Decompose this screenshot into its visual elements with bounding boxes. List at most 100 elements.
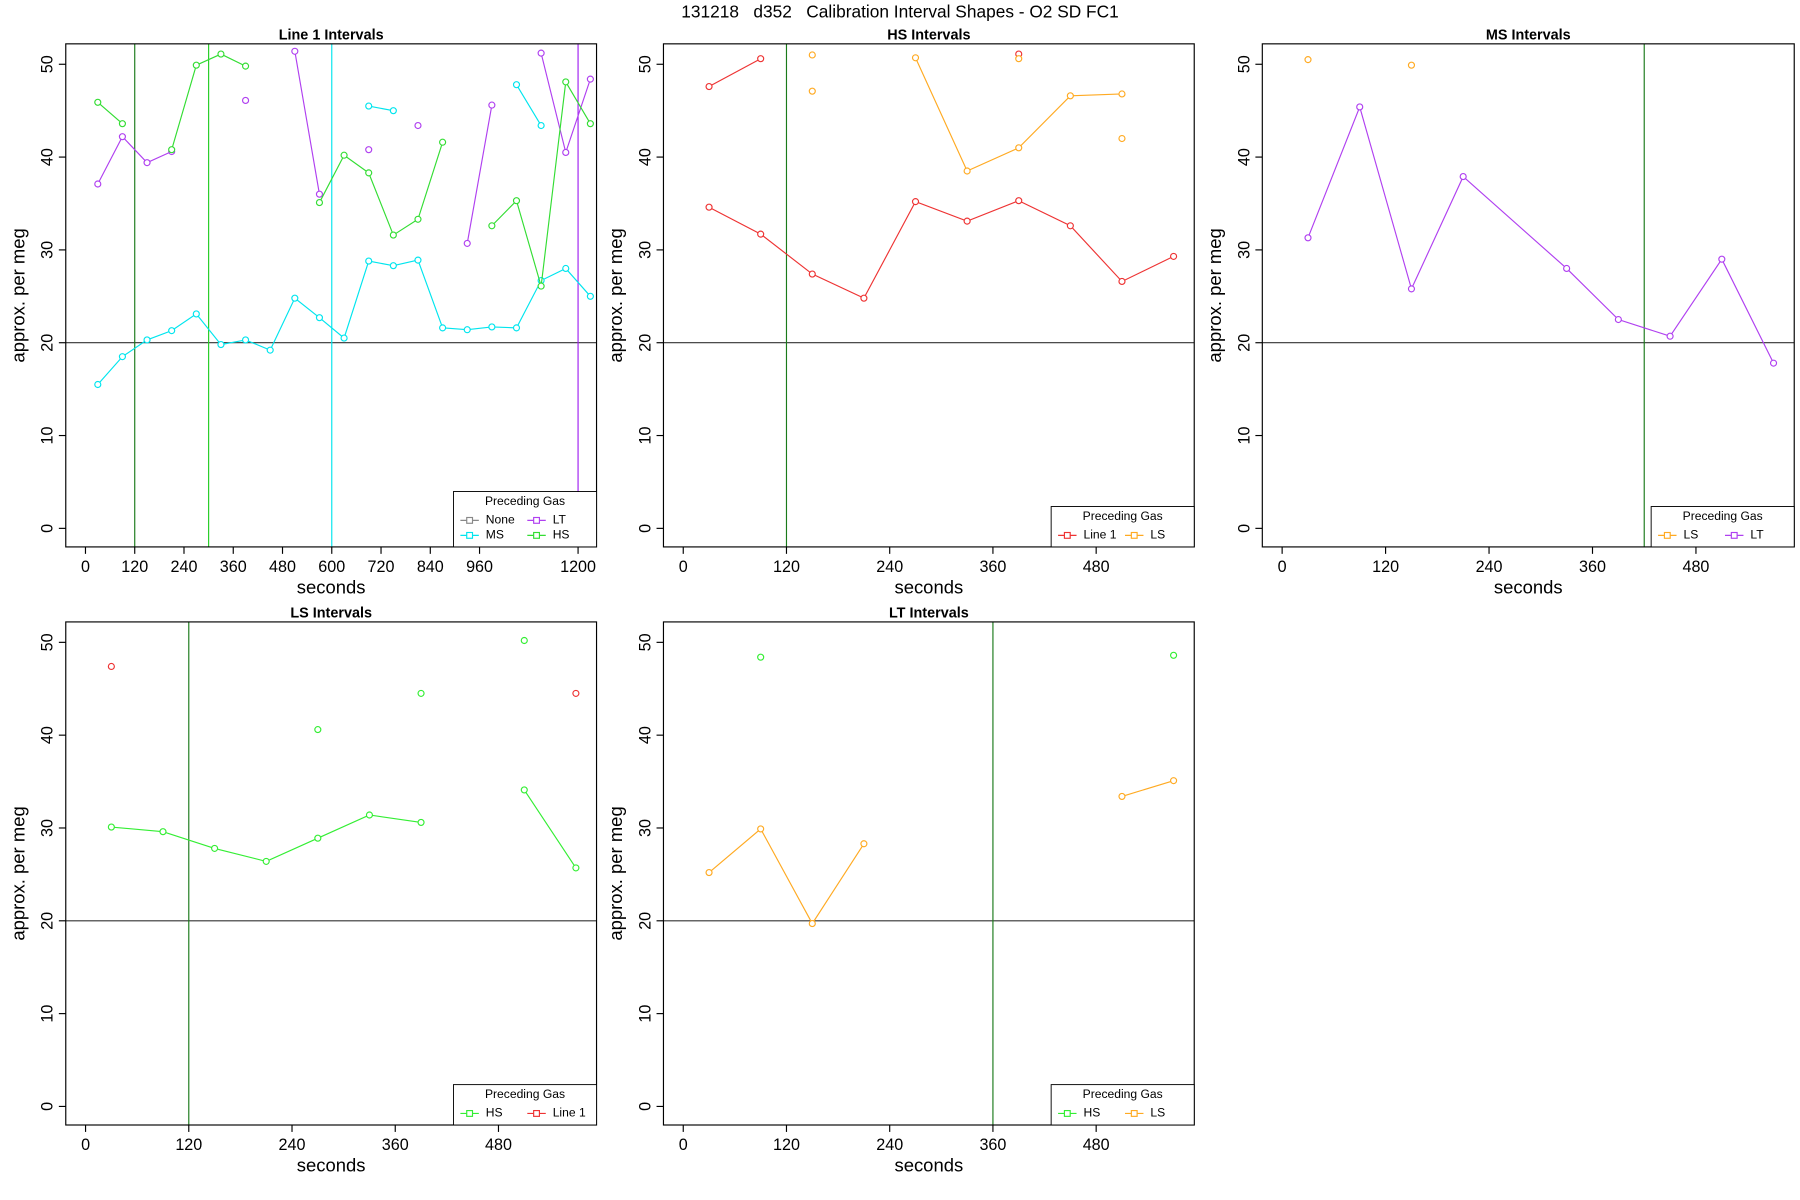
legend-marker <box>1063 531 1071 539</box>
data-point <box>1407 285 1416 293</box>
legend-label: HS <box>1083 1106 1100 1120</box>
data-point <box>586 120 594 128</box>
legend-label: LS <box>1150 1106 1165 1120</box>
x-tick-label: 0 <box>81 1136 90 1154</box>
x-tick-label: 840 <box>417 558 444 576</box>
x-tick-label: 240 <box>876 1136 903 1154</box>
data-point <box>365 811 374 819</box>
legend-box <box>1650 506 1795 548</box>
panel-title: HS Intervals <box>887 28 970 44</box>
panel-title: MS Intervals <box>1486 28 1571 44</box>
data-point <box>1170 777 1178 785</box>
panel-title: LS Intervals <box>290 606 372 622</box>
x-axis-label: seconds <box>297 1154 366 1175</box>
x-tick-label: 120 <box>773 558 800 576</box>
data-point <box>1066 222 1074 230</box>
y-tick-label: 0 <box>39 1102 57 1111</box>
legend-label: HS <box>553 528 570 542</box>
data-point <box>94 380 102 389</box>
data-point <box>417 689 425 697</box>
data-point <box>537 121 545 130</box>
data-point <box>168 327 176 335</box>
data-point <box>1066 92 1074 100</box>
data-point <box>1718 255 1726 263</box>
data-point <box>414 121 422 130</box>
plot-frame <box>65 43 598 548</box>
data-point <box>1304 234 1312 242</box>
plot-frame <box>662 43 1195 548</box>
x-tick-label: 240 <box>171 558 198 576</box>
data-point <box>1304 56 1312 64</box>
data-point <box>463 326 471 334</box>
data-point <box>963 217 971 225</box>
data-point <box>241 96 250 105</box>
y-tick-label: 10 <box>636 1005 654 1023</box>
data-point <box>315 314 324 322</box>
data-point <box>860 840 868 848</box>
x-tick-label: 480 <box>269 558 296 576</box>
panel-title: LT Intervals <box>889 606 969 622</box>
x-tick-label: 120 <box>121 558 148 576</box>
data-point <box>488 222 496 230</box>
plot-frame <box>65 621 598 1126</box>
x-axis-label: seconds <box>894 1154 963 1175</box>
data-point <box>1118 277 1126 286</box>
data-point <box>911 54 920 62</box>
y-tick-label: 50 <box>636 633 654 651</box>
data-point <box>211 844 219 852</box>
x-tick-label: 240 <box>1476 558 1503 576</box>
data-point <box>1170 651 1178 659</box>
data-point <box>365 257 373 265</box>
series-line <box>708 780 1174 925</box>
data-point <box>1170 252 1178 260</box>
data-point <box>143 336 151 344</box>
x-tick-label: 1200 <box>560 558 596 576</box>
data-point <box>340 151 348 159</box>
legend-label: HS <box>486 1106 503 1120</box>
legend-marker <box>533 531 540 539</box>
data-point <box>262 857 270 865</box>
y-tick-label: 30 <box>39 241 57 259</box>
data-point <box>118 133 126 141</box>
y-tick-label: 40 <box>636 726 654 744</box>
series-line <box>708 200 1174 299</box>
data-point <box>1614 315 1622 324</box>
data-point <box>705 868 713 877</box>
panel: HS Intervals 0 10 20 30 40 50 0 120 240 360 480 seco… <box>605 28 1195 597</box>
x-tick-label: 120 <box>773 1136 800 1154</box>
x-tick-label: 0 <box>1278 558 1287 576</box>
x-tick-label: 0 <box>81 558 90 576</box>
y-tick-label: 10 <box>1235 427 1253 445</box>
data-point <box>168 146 176 154</box>
legend-marker <box>1730 531 1738 539</box>
legend-label: None <box>486 513 515 527</box>
data-point <box>365 102 373 110</box>
x-tick-label: 120 <box>175 1136 202 1154</box>
data-point <box>808 51 816 59</box>
data-point <box>94 98 102 106</box>
y-axis-label: approx. per meg <box>7 228 28 362</box>
legend-label: Line 1 <box>1083 528 1116 542</box>
panel: Line 1 Intervals 0 10 20 30 40 50 0 120 240 360 480… <box>7 28 598 597</box>
data-point <box>1666 332 1674 340</box>
y-tick-label: 20 <box>1235 334 1253 352</box>
panel-title: Line 1 Intervals <box>279 28 384 44</box>
data-point <box>1563 264 1571 273</box>
y-tick-label: 40 <box>1235 148 1253 166</box>
data-point <box>414 215 422 223</box>
y-tick-label: 0 <box>1235 524 1253 533</box>
legend-label: LT <box>1750 528 1764 542</box>
data-point <box>1459 172 1467 181</box>
data-point <box>963 167 971 175</box>
data-point <box>241 336 250 344</box>
x-tick-label: 240 <box>876 558 903 576</box>
data-point <box>315 190 324 198</box>
data-point <box>808 87 816 95</box>
panel: LT Intervals 0 10 20 30 40 50 0 120 240 360 480 seco… <box>605 606 1195 1175</box>
data-point <box>414 256 422 264</box>
y-tick-label: 30 <box>39 819 57 837</box>
data-point <box>911 198 920 206</box>
legend-label: MS <box>486 528 504 542</box>
x-tick-label: 480 <box>1083 1136 1110 1154</box>
